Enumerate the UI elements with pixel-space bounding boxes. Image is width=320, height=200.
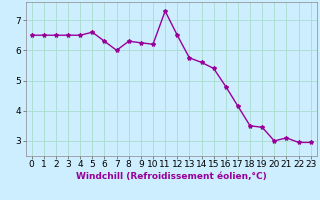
X-axis label: Windchill (Refroidissement éolien,°C): Windchill (Refroidissement éolien,°C) bbox=[76, 172, 267, 181]
